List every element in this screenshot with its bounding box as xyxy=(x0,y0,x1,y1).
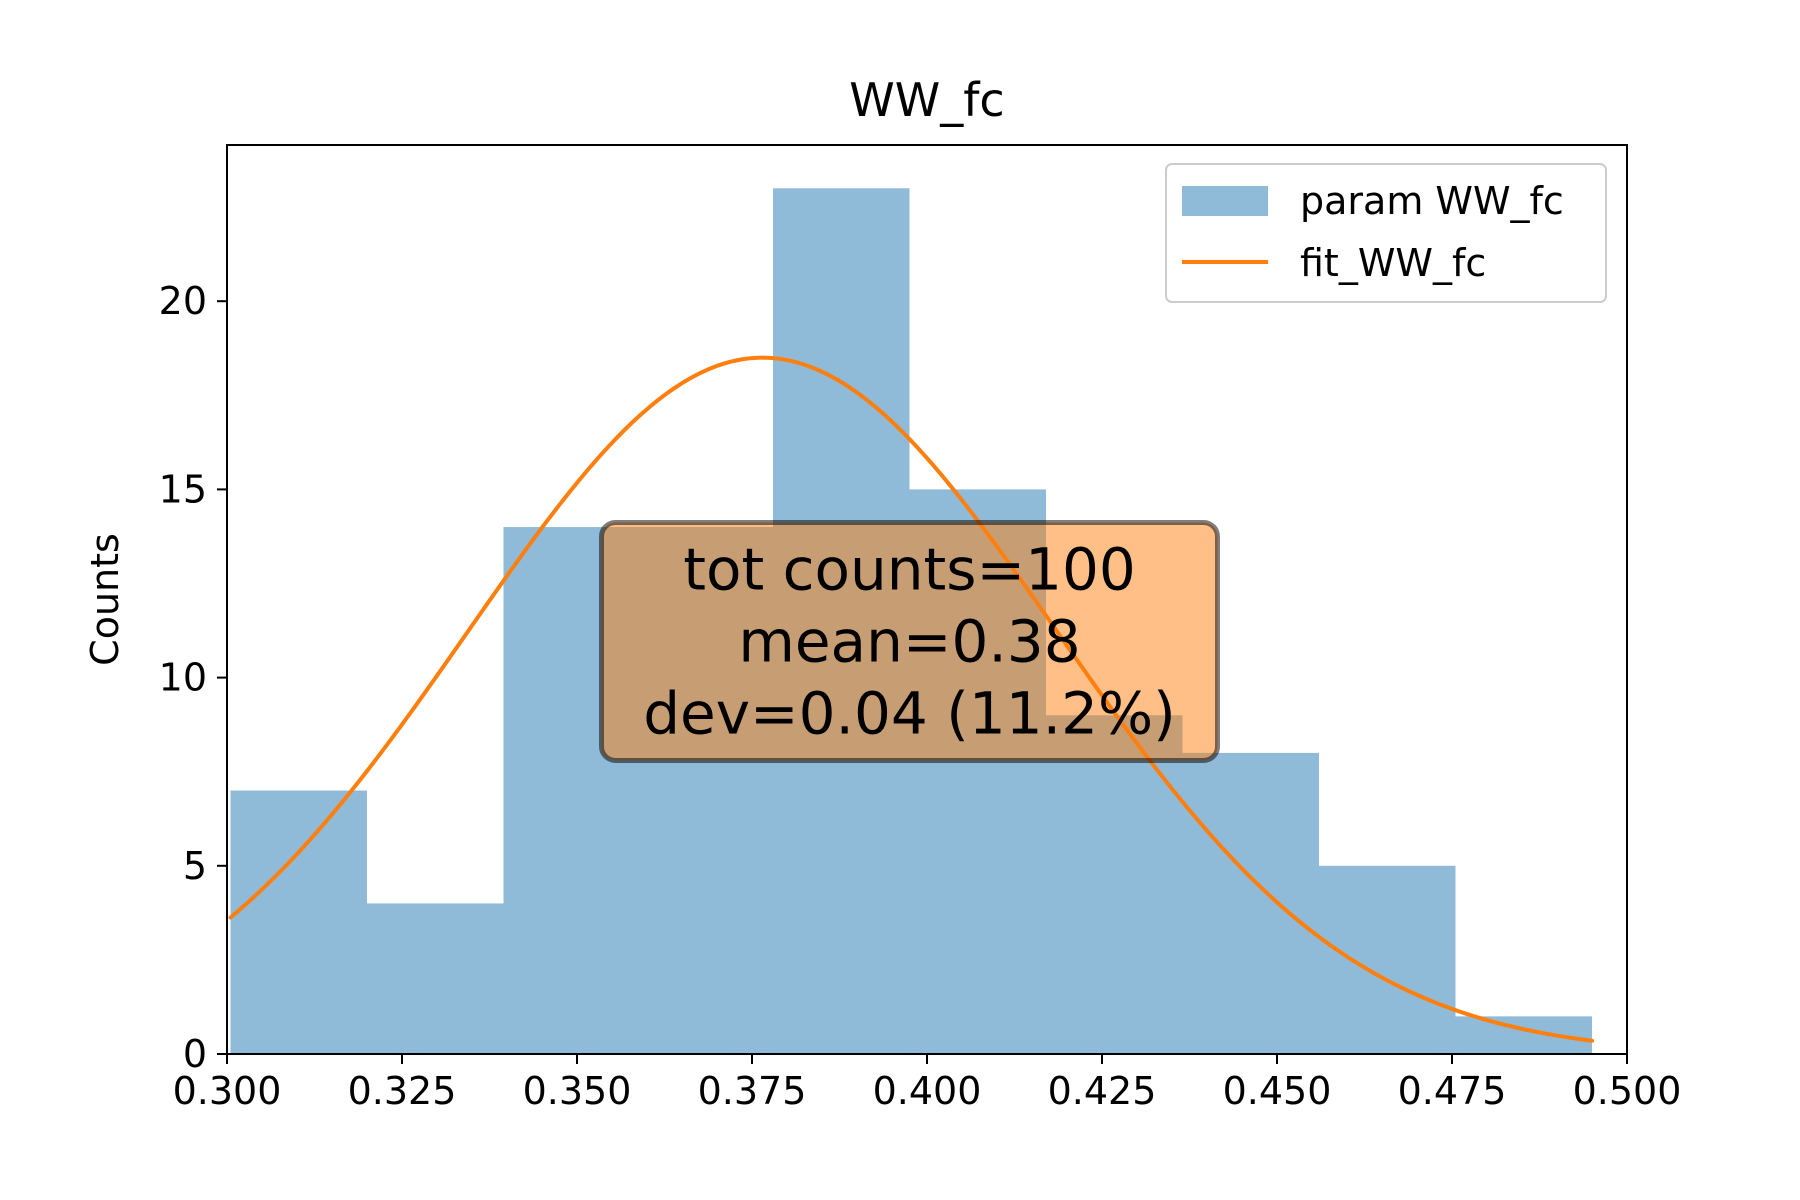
x-tick-label: 0.475 xyxy=(1398,1069,1507,1113)
x-tick-label: 0.350 xyxy=(523,1069,632,1113)
histogram-bar xyxy=(367,903,504,1054)
y-tick-label: 0 xyxy=(183,1032,207,1076)
annotation-line: dev=0.04 (11.2%) xyxy=(643,679,1176,747)
legend-label-fit: fit_WW_fc xyxy=(1300,241,1486,285)
y-tick-label: 5 xyxy=(183,844,207,888)
x-tick-label: 0.375 xyxy=(698,1069,807,1113)
histogram-bar xyxy=(1319,865,1456,1054)
fit-curve-line xyxy=(228,355,1594,1043)
histogram-bar xyxy=(230,790,367,1054)
histogram-bar xyxy=(1182,752,1319,1054)
y-tick-label: 10 xyxy=(159,656,207,700)
legend: param WW_fc fit_WW_fc xyxy=(1165,163,1607,303)
legend-frame xyxy=(1165,163,1607,303)
legend-label-histogram: param WW_fc xyxy=(1300,179,1564,223)
y-tick-label: 20 xyxy=(159,279,207,323)
x-tick-label: 0.425 xyxy=(1048,1069,1157,1113)
y-axis: 0 5 10 15 20 xyxy=(159,279,227,1076)
annotation-line: mean=0.38 xyxy=(738,607,1080,675)
annotation-line: tot counts=100 xyxy=(683,535,1136,603)
x-tick-label: 0.450 xyxy=(1223,1069,1332,1113)
x-tick-label: 0.400 xyxy=(873,1069,982,1113)
legend-swatch-histogram xyxy=(1182,186,1268,216)
y-tick-label: 15 xyxy=(159,467,207,511)
histogram-bar xyxy=(1046,715,1183,1054)
histogram-bar xyxy=(1455,1016,1592,1054)
chart-title: WW_fc xyxy=(849,73,1004,127)
fit-curve-layer xyxy=(228,355,1594,1043)
annotation-box xyxy=(599,519,1220,763)
x-tick-label: 0.500 xyxy=(1573,1069,1682,1113)
x-tick-label: 0.300 xyxy=(173,1069,282,1113)
x-axis: 0.300 0.325 0.350 0.375 0.400 0.425 0.450 0.475… xyxy=(173,1054,1682,1113)
y-axis-title: Counts xyxy=(83,533,127,666)
x-tick-label: 0.325 xyxy=(348,1069,457,1113)
